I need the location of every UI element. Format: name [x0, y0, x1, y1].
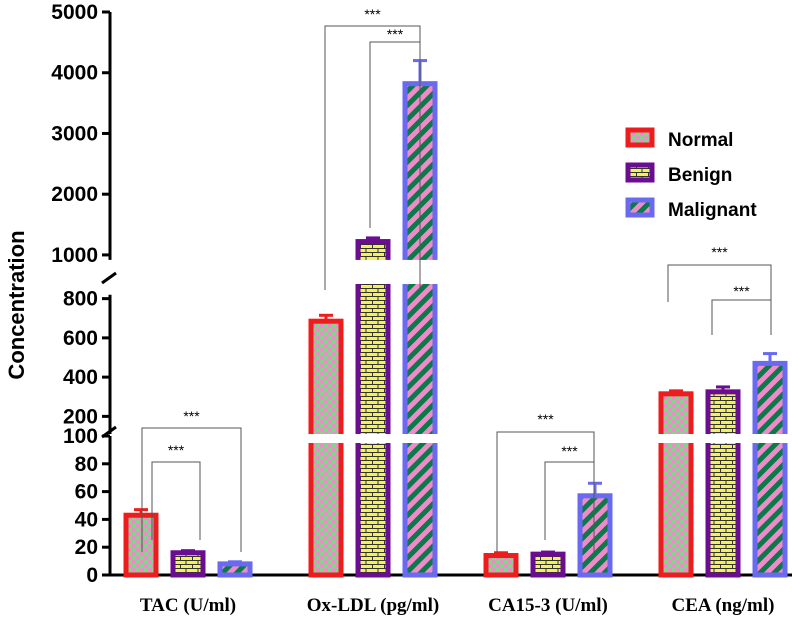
bar-normal-2: [483, 553, 519, 578]
significance-layer: *** *** *** *** *** *** *** ***: [141, 6, 772, 552]
y-tick-label: 100: [63, 425, 98, 448]
bar-break-gap: [704, 434, 742, 443]
bar-benign-3: [705, 389, 741, 578]
bar-break-gap: [751, 434, 789, 443]
significance-bracket: [141, 427, 242, 552]
x-category-label: TAC (U/ml): [140, 595, 236, 616]
significance-bracket: [544, 461, 595, 540]
y-tick-label: 4000: [51, 62, 98, 85]
significance-label: ***: [537, 411, 554, 427]
y-tick-label: 600: [63, 327, 98, 350]
bar-normal-0: [123, 512, 159, 578]
bar-benign-0: [170, 550, 206, 578]
bar-break-gap: [354, 434, 392, 443]
bar-break-gap: [307, 434, 345, 443]
significance-bracket: [151, 461, 201, 540]
y-tick-label: 5000: [51, 1, 98, 24]
x-category-label: CEA (ng/ml): [672, 595, 775, 616]
y-tick-label: 80: [75, 453, 98, 476]
bar-normal-1: [308, 318, 344, 578]
bar-break-gap: [354, 259, 392, 284]
legend-label-malignant: Malignant: [668, 200, 757, 221]
significance-bracket: [667, 264, 772, 302]
y-tick-label: 1000: [51, 244, 98, 267]
bar-break-gap: [401, 434, 439, 443]
legend-swatch-malignant: [625, 197, 655, 218]
y-tick-label: 2000: [51, 183, 98, 206]
bar-malignant-2: [577, 493, 613, 578]
significance-label: ***: [183, 408, 200, 424]
legend-swatch-benign: [625, 162, 655, 183]
x-category-label: CA15-3 (U/ml): [488, 595, 608, 616]
y-tick-label: 60: [75, 481, 98, 504]
axis-break-upper: [101, 271, 117, 285]
significance-label: ***: [561, 443, 578, 459]
bar-benign-2: [530, 551, 566, 578]
legend: Normal Benign Malignant: [625, 127, 757, 221]
significance-bracket: [369, 41, 421, 228]
y-tick-label: 0: [86, 564, 98, 587]
y-tick-label: 20: [75, 536, 98, 559]
y-axis-title: Concentration: [4, 230, 29, 379]
y-tick-label: 3000: [51, 122, 98, 145]
bar-normal-3: [658, 391, 694, 578]
significance-label: ***: [711, 244, 728, 260]
y-tick-label: 200: [63, 405, 98, 428]
bar-malignant-0: [217, 561, 253, 578]
significance-bracket: [711, 299, 772, 335]
bar-break-gap: [657, 434, 695, 443]
significance-label: ***: [364, 6, 381, 22]
bars-layer: [123, 59, 789, 578]
bar-benign-1: [355, 239, 391, 578]
significance-label: ***: [733, 283, 750, 299]
y-tick-label: 400: [63, 366, 98, 389]
legend-label-benign: Benign: [668, 165, 732, 186]
significance-label: ***: [168, 442, 185, 458]
bar-malignant-3: [752, 360, 788, 578]
legend-label-normal: Normal: [668, 130, 733, 151]
y-tick-label: 800: [63, 288, 98, 311]
legend-swatch-normal: [625, 127, 655, 148]
x-category-label: Ox-LDL (pg/ml): [307, 595, 439, 616]
y-tick-label: 40: [75, 508, 98, 531]
significance-label: ***: [387, 26, 404, 42]
